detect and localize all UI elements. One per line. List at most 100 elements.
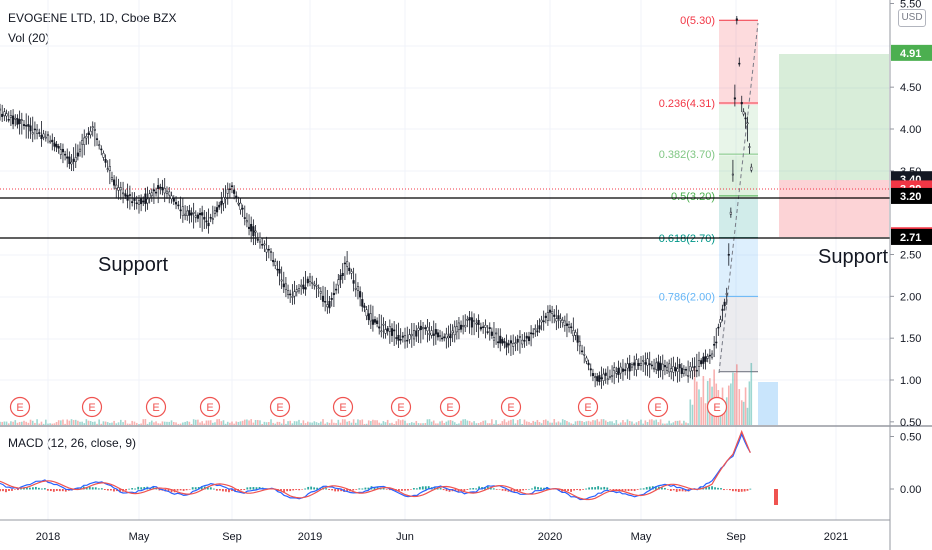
volume-bar (186, 421, 189, 425)
price-badge-label: 2.71 (900, 232, 921, 244)
candle-body (615, 371, 618, 374)
candle-body (198, 212, 202, 216)
candle-body (617, 367, 620, 376)
macd-hist-bar (567, 489, 569, 492)
candle-body (376, 320, 379, 324)
volume-bar (376, 420, 378, 425)
earnings-marker-label: E (152, 402, 159, 414)
volume-bar (226, 421, 229, 425)
candle-body (695, 369, 698, 372)
candle-body (393, 329, 396, 332)
macd-hist-bar (182, 489, 185, 491)
macd-hist-bar (478, 486, 480, 490)
volume-bar (335, 423, 337, 425)
macd-hist-bar (418, 486, 421, 490)
price-badge (891, 44, 932, 61)
candle-body (397, 334, 400, 341)
volume-indicator-label[interactable]: Vol (20) (8, 31, 50, 45)
volume-bar (122, 422, 124, 425)
volume-bar (1, 421, 3, 425)
candle-body (346, 261, 349, 267)
macd-hist-bar (729, 489, 731, 491)
volume-bar (126, 423, 129, 425)
candle-body (665, 366, 669, 371)
volume-bar (704, 403, 707, 425)
volume-bar (106, 422, 109, 425)
candle-body (417, 327, 420, 331)
fibonacci-retracement[interactable]: 0(5.30) 0.236(4.31) 0.382(3.70) 0.5(3.20) 0.… (659, 15, 759, 374)
macd-tick-label: 0.00 (900, 484, 921, 496)
macd-hist-bar (743, 489, 746, 492)
macd-hist-bar (603, 486, 606, 490)
macd-axis[interactable]: 0.50 0.00 (890, 432, 921, 497)
price-candles[interactable] (0, 15, 753, 389)
macd-hist-bar (197, 487, 200, 490)
volume-bar (68, 420, 71, 425)
earnings-marker-label: E (276, 402, 283, 414)
time-axis[interactable]: 2018 May Sep 2019 Jun 2020 May Sep 2021 (36, 531, 848, 543)
candle-body (721, 308, 724, 311)
candle-body (473, 319, 476, 322)
macd-hist-bar (645, 487, 648, 490)
macd-hist-bar (639, 488, 642, 490)
candle-body (527, 336, 531, 342)
volume-bar (62, 419, 64, 425)
candle-body (235, 195, 238, 198)
candle-body (102, 152, 105, 158)
currency-button[interactable]: USD (898, 9, 926, 27)
macd-hist-bar (472, 488, 475, 490)
earnings-marker-icon (706, 396, 728, 418)
macd-indicator-label[interactable]: MACD (12, 26, close, 9) (8, 436, 137, 450)
volume-bar (276, 421, 279, 425)
macd-hist-bar (385, 489, 388, 490)
support-annotation-right[interactable]: Support (818, 246, 888, 268)
earnings-marker-label: E (397, 402, 404, 414)
volume-bar (241, 420, 244, 425)
target-zone[interactable] (779, 54, 889, 180)
volume-bar (66, 419, 69, 425)
candle-body (455, 326, 458, 333)
price-axis[interactable]: 5.504.504.003.502.502.001.501.000.50 (890, 0, 921, 429)
support-annotation-left[interactable]: Support (98, 254, 168, 276)
volume-bar (184, 421, 186, 425)
candle-body (568, 324, 571, 328)
candle-body (674, 367, 677, 371)
fib-level-label: 0.5(3.20) (671, 191, 715, 203)
earnings-marker-icon (199, 396, 221, 418)
symbol-title[interactable]: EVOGENE LTD, 1D, Cboe BZX (8, 11, 177, 25)
volume-bar (428, 419, 431, 425)
volume-bar (64, 423, 66, 425)
volume-bar (378, 422, 381, 425)
candle-body (159, 186, 162, 189)
volume-bar (344, 419, 346, 425)
volume-bar (124, 420, 127, 425)
macd-hist-bar (91, 487, 94, 490)
price-grid (0, 0, 890, 520)
candle-body (117, 187, 120, 191)
candle-body (122, 192, 125, 195)
candle-body (66, 156, 69, 159)
candle-body (258, 236, 262, 243)
macd-hist-bar (576, 489, 578, 490)
candle-body (399, 338, 402, 341)
candle-body (438, 335, 442, 337)
volume-bar (324, 423, 326, 425)
volume-bar (499, 423, 502, 425)
macd-hist-bar (307, 486, 310, 490)
macd-hist-bar (292, 489, 295, 491)
volume-bar (311, 422, 313, 425)
candle-body (583, 353, 586, 356)
macd-hist-bar (407, 489, 409, 491)
macd-hist-bar (486, 486, 489, 490)
macd-hist-bar (410, 489, 412, 490)
volume-bar (486, 423, 489, 425)
macd-hist-bar (681, 489, 684, 492)
volume-bar (672, 422, 675, 425)
candle-body (126, 194, 129, 201)
candle-body (518, 336, 522, 338)
candle-body (430, 330, 433, 336)
candle-body (648, 363, 651, 365)
macd-hist-bar (475, 488, 478, 490)
